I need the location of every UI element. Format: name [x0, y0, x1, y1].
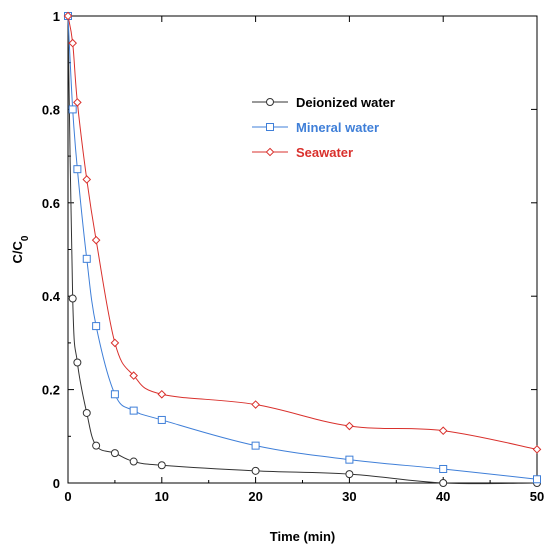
series-line-deionized-water [67, 15, 538, 485]
data-point-deionized-water [110, 449, 119, 458]
data-point-deionized-water [92, 441, 101, 450]
data-point-seawater [345, 421, 354, 431]
series-seawater [63, 11, 542, 454]
series-layer [63, 11, 542, 487]
legend-item-seawater: Seawater [252, 145, 353, 160]
x-tick-label: 0 [64, 489, 71, 504]
data-point-seawater [110, 338, 120, 348]
series-mineral-water [64, 12, 541, 484]
legend-label: Deionized water [296, 95, 395, 110]
data-point-mineral-water [92, 322, 101, 331]
data-point-mineral-water [533, 475, 541, 484]
x-tick-label: 20 [248, 489, 262, 504]
y-tick-label: 1 [53, 9, 60, 24]
x-axis-title: Time (min) [270, 529, 336, 544]
data-point-deionized-water [345, 470, 354, 479]
legend-marker [265, 147, 275, 157]
x-tick-label: 50 [530, 489, 544, 504]
data-point-seawater [438, 426, 448, 436]
data-point-mineral-water [345, 455, 354, 464]
data-point-seawater [91, 235, 101, 245]
y-tick-label: 0.4 [42, 289, 61, 304]
data-point-deionized-water [73, 358, 82, 367]
data-point-mineral-water [110, 390, 119, 399]
data-point-deionized-water [129, 457, 138, 466]
data-point-seawater [82, 175, 92, 184]
y-tick-label: 0 [53, 476, 60, 491]
legend-marker [266, 123, 274, 131]
data-point-seawater [63, 11, 73, 21]
data-point-seawater [73, 98, 82, 107]
data-point-mineral-water [439, 464, 448, 473]
y-axis-title: C/C0 [10, 235, 31, 263]
legend-item-deionized-water: Deionized water [252, 95, 395, 110]
legend-label: Mineral water [296, 120, 379, 135]
y-tick-label: 0.6 [42, 196, 60, 211]
y-axis-title-main: C/C [10, 240, 25, 263]
data-point-mineral-water [129, 406, 138, 415]
data-point-seawater [129, 371, 138, 380]
y-axis-title-subscript: 0 [20, 235, 31, 241]
data-point-seawater [532, 445, 542, 454]
y-tick-label: 0.2 [42, 383, 60, 398]
data-point-seawater [157, 389, 167, 399]
legend-label: Seawater [296, 145, 353, 160]
x-tick-label: 30 [342, 489, 356, 504]
data-point-deionized-water [68, 294, 77, 303]
series-deionized-water [64, 12, 541, 487]
data-point-mineral-water [251, 441, 260, 450]
data-point-mineral-water [157, 415, 166, 424]
data-point-deionized-water [82, 408, 91, 417]
data-point-mineral-water [82, 254, 91, 263]
data-point-mineral-water [73, 165, 82, 174]
data-point-mineral-water [68, 105, 77, 114]
axis-ticks: 0 10 20 30 40 50 0 0.2 0.4 0.6 0.8 1 [42, 9, 544, 504]
legend-item-mineral-water: Mineral water [252, 120, 379, 135]
data-point-deionized-water [157, 461, 166, 470]
data-point-deionized-water [251, 466, 260, 475]
legend-marker [266, 98, 274, 106]
legend: Deionized water Mineral water Seawater [252, 95, 395, 160]
data-point-seawater [251, 400, 260, 409]
data-point-seawater [68, 38, 77, 48]
x-tick-label: 40 [436, 489, 450, 504]
y-tick-label: 0.8 [42, 102, 60, 117]
data-point-deionized-water [439, 479, 448, 487]
x-tick-label: 10 [155, 489, 169, 504]
